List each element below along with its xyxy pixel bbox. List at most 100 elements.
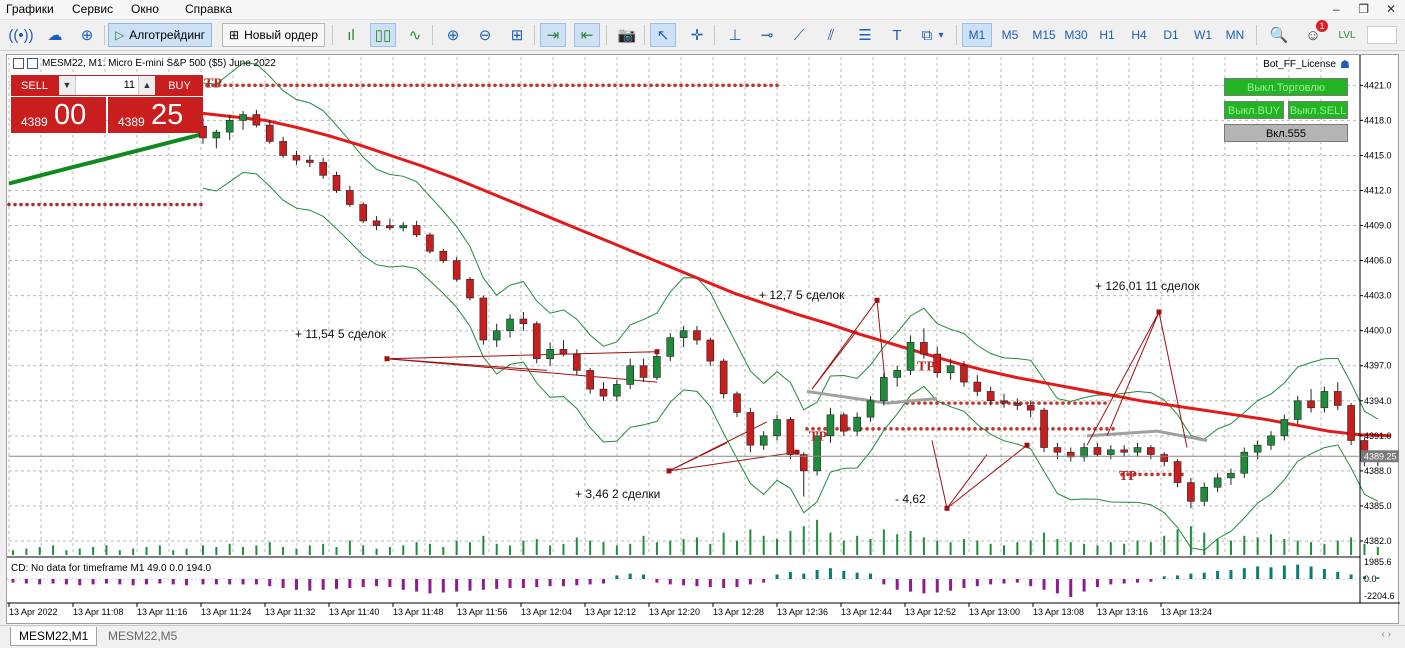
lot-size-value[interactable]: 11 [123,79,135,91]
candle-body [933,353,942,374]
channel-icon[interactable]: ⫽ [827,26,835,44]
timeframe-h4[interactable]: H4 [1131,28,1147,42]
zoom-in-icon[interactable]: ⊕ [446,27,460,44]
fibonacci-icon[interactable]: ☰ [858,27,872,44]
sell-off-button[interactable]: Выкл.SELL [1288,101,1348,119]
level-dots-top [553,83,557,88]
tab-mesm22-m5[interactable]: MESM22,M5 [108,629,178,643]
candle-body [1120,449,1128,453]
algo-trading-button[interactable]: ▷ Алготрейдинг [108,23,213,47]
chart-shift-icon[interactable]: ⇤ [574,23,600,47]
level-dots-top [211,83,215,88]
level-icon[interactable]: LVL [1338,29,1356,41]
lot-size-field[interactable]: ▼ 11 ▲ [58,75,156,96]
add-market-icon[interactable]: ⊕ [80,27,94,44]
tile-windows-icon[interactable]: ⊞ [510,27,524,44]
level-dots-top [541,83,545,88]
close-button[interactable]: ✕ [1385,2,1397,16]
level-dots-top [691,83,695,88]
notifications-icon[interactable]: ☺ 1 [1300,20,1328,47]
trade-marker [1156,309,1162,315]
candle-body [1320,391,1329,409]
level-dots-left [157,202,161,207]
shapes-icon[interactable]: ⧉ [921,26,933,44]
chart-window[interactable]: 4421.0 4418.0 4415.0 4412.0 4409.0 4406.0 4403… [6,54,1400,625]
candle-body [319,162,327,176]
trade-result-annotation: + 3,46 2 сделки [575,486,661,501]
timeframe-m5[interactable]: M5 [1001,28,1019,42]
candlestick-icon[interactable]: ▯▯ [370,23,396,47]
menu-help[interactable]: Справка [185,2,233,16]
candle-body [492,330,501,341]
menu-window[interactable]: Окно [131,2,159,16]
cloud-icon[interactable]: ☁ [47,27,63,44]
lot-increase-icon[interactable]: ▲ [138,76,155,95]
candle-body [572,353,581,371]
tab-scroll-icon[interactable]: ‹ › [1381,629,1391,640]
buy-button[interactable]: BUY [156,75,203,96]
menu-charts[interactable]: Графики [6,2,54,16]
chevron-down-icon[interactable]: ▾ [938,29,944,41]
indicator-label: CD: No data for timeframe M1 49.0 0.0 19… [11,563,212,574]
candle-body [1040,409,1048,448]
buy-off-button[interactable]: Выкл.BUY [1224,101,1284,119]
new-order-button[interactable]: ⊞ Новый ордер [222,23,325,47]
level-dots-top [343,83,347,88]
x-tick-label: 13 Apr 12:20 [649,607,700,617]
screenshot-icon[interactable]: 📷 [617,27,637,44]
lot-decrease-icon[interactable]: ▼ [59,76,76,95]
level-dots-top [673,83,677,88]
search-icon[interactable]: 🔍 [1269,27,1289,44]
timeframe-mn[interactable]: MN [1225,28,1245,42]
level-dots-top [367,83,371,88]
timeframe-m1[interactable]: M1 [962,23,992,47]
on-555-button[interactable]: Вкл.555 [1224,124,1348,142]
minimize-button[interactable]: – [1332,2,1340,16]
horizontal-line-icon[interactable]: ⊸ [760,27,774,44]
trade-off-button[interactable]: Выкл.Торговлю [1224,78,1348,96]
restore-button[interactable]: ❐ [1358,2,1370,16]
candle-body [706,339,715,362]
timeframe-m30[interactable]: M30 [1064,28,1088,42]
text-icon[interactable]: T [892,26,902,44]
y-tick-label: 4382.0 [1364,536,1392,546]
level-dots-tp [1132,472,1136,477]
level-dots-top [277,83,281,88]
candle-body [1066,451,1075,458]
sell-button[interactable]: SELL [11,75,58,96]
tab-mesm22-m1[interactable]: MESM22,M1 [10,627,98,646]
candle-body [906,342,915,371]
timeframe-h1[interactable]: H1 [1099,28,1115,42]
zoom-out-icon[interactable]: ⊖ [478,27,492,44]
level-dots-top [217,83,221,88]
level-dots-top [463,83,467,88]
level-dots-top [565,83,569,88]
blank-panel [1366,23,1398,47]
level-dots-top [265,83,269,88]
line-chart-icon[interactable]: ∿ [408,27,422,44]
level-dots-top [715,83,719,88]
level-dots-top [307,83,311,88]
timeframe-d1[interactable]: D1 [1163,28,1179,42]
candle-body [372,220,381,226]
bar-chart-icon[interactable]: ıl [347,26,355,44]
signal-icon[interactable]: ((•)) [8,26,34,44]
buy-price-button[interactable]: 4389 25 [108,97,203,133]
level-dots-right [1079,401,1083,405]
vertical-line-icon[interactable]: ⊥ [728,27,742,44]
timeframe-w1[interactable]: W1 [1194,28,1212,42]
level-dots-right [1091,401,1095,405]
level-dots-top [529,83,533,88]
level-dots-top [745,83,749,88]
cursor-icon[interactable]: ↖ [650,23,676,47]
crosshair-icon[interactable]: ✛ [690,27,704,44]
level-dots-mid [1003,427,1007,431]
menu-service[interactable]: Сервис [72,2,114,16]
autoscroll-icon[interactable]: ⇥ [540,23,566,47]
price-chart[interactable]: 4421.0 4418.0 4415.0 4412.0 4409.0 4406.0 4403… [7,55,1400,625]
trendline-icon[interactable]: ⟋ [793,26,805,44]
level-dots-top [775,83,779,88]
level-dots-right [947,401,951,405]
sell-price-button[interactable]: 4389 00 [11,97,106,133]
timeframe-m15[interactable]: M15 [1032,28,1056,42]
